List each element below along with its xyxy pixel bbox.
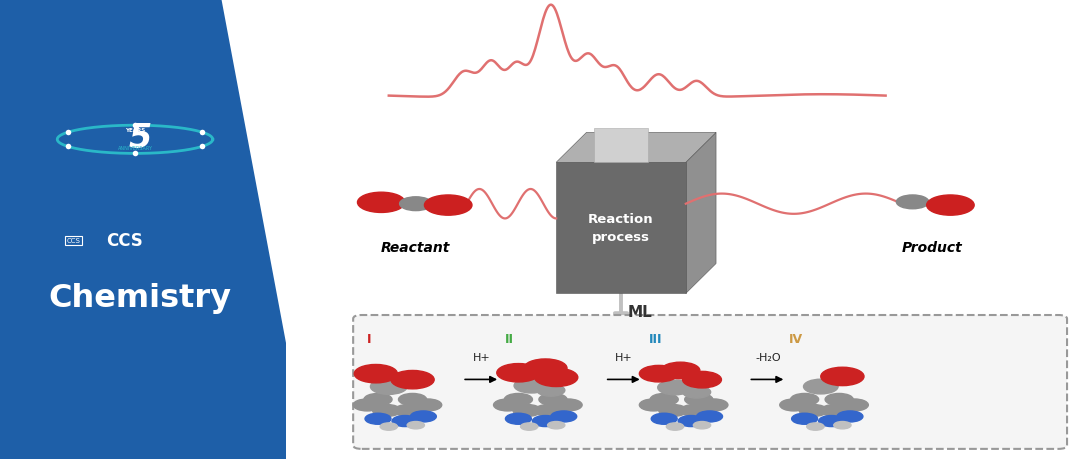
Circle shape	[821, 405, 849, 417]
Circle shape	[666, 423, 684, 431]
Circle shape	[700, 399, 728, 411]
Text: CCS: CCS	[67, 238, 80, 244]
Circle shape	[353, 399, 381, 411]
Circle shape	[424, 196, 472, 216]
Text: CCS: CCS	[106, 232, 143, 250]
Text: ANNIVERSARY: ANNIVERSARY	[118, 146, 152, 151]
Circle shape	[391, 371, 434, 389]
Text: H+: H+	[616, 353, 633, 363]
Text: Reactant: Reactant	[381, 241, 450, 255]
Circle shape	[380, 423, 397, 431]
Circle shape	[896, 196, 929, 209]
Circle shape	[365, 413, 391, 424]
Circle shape	[804, 379, 838, 394]
Circle shape	[532, 416, 558, 427]
Text: YEARS: YEARS	[125, 127, 145, 132]
Circle shape	[821, 367, 864, 386]
Bar	[0, 0, 286, 459]
Circle shape	[697, 411, 723, 422]
Text: III: III	[649, 333, 662, 346]
Text: 5: 5	[129, 122, 152, 155]
Circle shape	[357, 193, 405, 213]
FancyBboxPatch shape	[353, 315, 1067, 449]
Circle shape	[807, 423, 824, 431]
Text: H+: H+	[473, 353, 490, 363]
Circle shape	[639, 399, 667, 411]
Circle shape	[535, 405, 563, 417]
Circle shape	[551, 411, 577, 422]
Circle shape	[658, 380, 692, 395]
Circle shape	[392, 416, 418, 427]
Circle shape	[792, 413, 818, 424]
Circle shape	[819, 416, 845, 427]
Circle shape	[370, 379, 407, 394]
Circle shape	[521, 423, 538, 431]
Circle shape	[513, 405, 541, 417]
Circle shape	[514, 378, 549, 393]
Circle shape	[799, 405, 827, 417]
Text: Reaction
process: Reaction process	[589, 213, 653, 244]
Text: Chemistry: Chemistry	[49, 283, 231, 314]
Circle shape	[840, 399, 868, 411]
Circle shape	[504, 393, 532, 406]
Circle shape	[494, 399, 522, 411]
Circle shape	[680, 405, 708, 417]
Circle shape	[834, 421, 851, 429]
Circle shape	[539, 393, 567, 406]
Circle shape	[399, 393, 427, 406]
Circle shape	[927, 196, 974, 216]
Circle shape	[678, 416, 704, 427]
Circle shape	[400, 197, 432, 211]
Circle shape	[410, 411, 436, 422]
Circle shape	[524, 359, 567, 377]
Polygon shape	[594, 129, 648, 163]
Text: II: II	[505, 333, 514, 346]
Circle shape	[683, 386, 711, 398]
Circle shape	[548, 421, 565, 429]
Circle shape	[537, 384, 565, 396]
Circle shape	[791, 393, 819, 406]
Circle shape	[780, 399, 808, 411]
Circle shape	[554, 399, 582, 411]
Circle shape	[535, 368, 578, 386]
Polygon shape	[686, 133, 716, 294]
Text: IV: IV	[788, 333, 804, 346]
Circle shape	[414, 399, 442, 411]
Bar	[286, 0, 1080, 459]
Circle shape	[505, 413, 531, 424]
Circle shape	[394, 405, 422, 417]
Circle shape	[354, 364, 397, 383]
Circle shape	[651, 413, 677, 424]
Circle shape	[837, 411, 863, 422]
Circle shape	[650, 393, 678, 406]
Circle shape	[407, 421, 424, 429]
Circle shape	[825, 393, 853, 406]
Circle shape	[693, 421, 711, 429]
Circle shape	[683, 372, 721, 388]
Bar	[556, 163, 686, 294]
Polygon shape	[556, 133, 716, 163]
Text: Product: Product	[902, 241, 962, 255]
Text: -H₂O: -H₂O	[755, 353, 781, 363]
Text: I: I	[367, 333, 372, 346]
Circle shape	[661, 363, 700, 379]
Circle shape	[497, 364, 540, 382]
Circle shape	[364, 393, 392, 406]
Circle shape	[685, 393, 713, 406]
Text: ML: ML	[629, 305, 652, 319]
Circle shape	[659, 405, 687, 417]
Polygon shape	[221, 0, 308, 459]
Circle shape	[639, 365, 678, 382]
Circle shape	[373, 405, 401, 417]
